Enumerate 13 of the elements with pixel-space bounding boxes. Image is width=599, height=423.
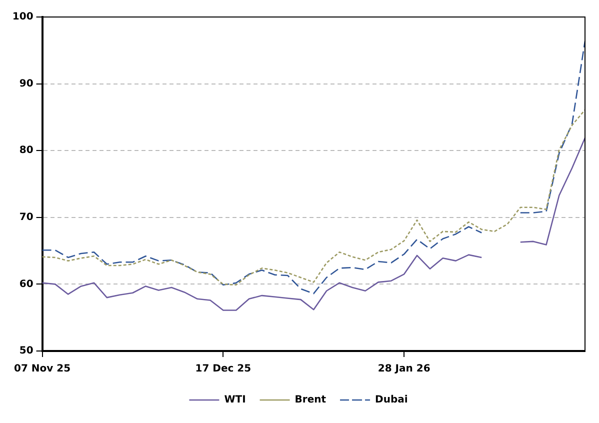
legend-label: WTI [224,394,246,406]
x-tick-label: 07 Nov 25 [14,364,71,375]
x-tick-label: 28 Jan 26 [378,364,430,375]
legend-label: Dubai [375,394,408,406]
y-tick-label: 50 [19,346,34,357]
y-tick-label: 100 [12,12,34,23]
y-tick-label: 90 [19,78,34,90]
y-tick-label: 70 [19,212,34,223]
legend-label: Brent [294,394,326,406]
y-tick-label: 60 [19,278,34,290]
x-tick-label: 17 Dec 25 [195,364,252,375]
line-series [42,109,586,286]
y-tick-label: 80 [19,145,34,156]
